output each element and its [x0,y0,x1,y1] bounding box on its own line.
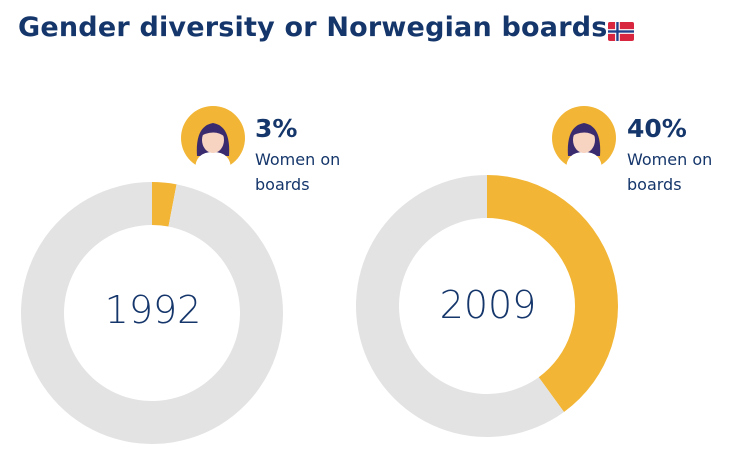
donut-2009-remainder-slice [355,175,564,437]
donut-1992-remainder-slice [20,182,283,444]
donut-2009-year-label: 2009 [439,283,537,327]
stat-1992-caption: Women on boards [255,150,341,194]
woman-avatar-icon [552,106,616,170]
page-title: Gender diversity or Norwegian boards [18,12,608,43]
stat-1992-value: 3% [255,114,298,143]
norway-flag-icon [608,22,634,41]
donut-1992-women-slice [152,182,177,227]
stat-2009-caption: Women on boards [627,150,713,194]
stat-2009-value: 40% [627,114,687,143]
woman-avatar-icon [181,106,245,170]
donut-1992-year-label: 1992 [104,288,202,332]
donut-2009-women-slice [487,175,618,412]
